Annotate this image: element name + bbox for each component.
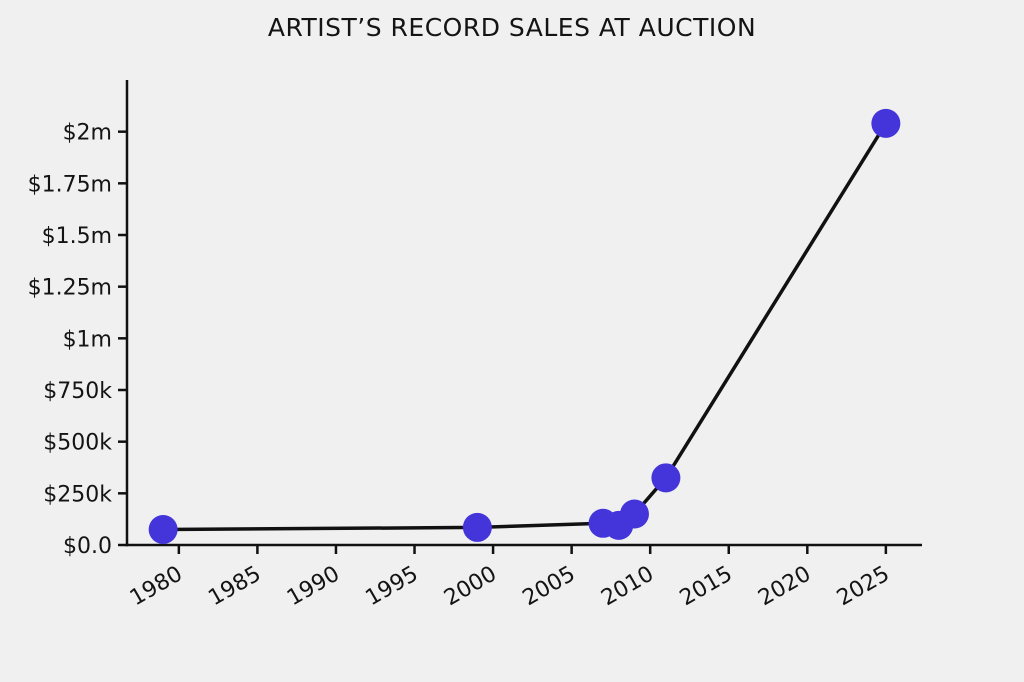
data-line bbox=[163, 122, 888, 532]
x-axis-tick-label: 2010 bbox=[597, 562, 658, 612]
y-axis-tick-label: $1.5m bbox=[42, 224, 112, 249]
data-point-marker bbox=[651, 463, 681, 493]
data-point-marker bbox=[871, 108, 901, 138]
data-point-marker bbox=[619, 499, 649, 529]
y-axis-tick-label: $750k bbox=[43, 379, 112, 404]
y-axis-tick-label: $1.25m bbox=[28, 276, 112, 301]
y-axis-tick-label: $250k bbox=[43, 482, 112, 507]
x-axis-tick-label: 2025 bbox=[833, 562, 894, 612]
x-axis-tick-label: 2000 bbox=[440, 562, 501, 612]
x-axis-tick-label: 1980 bbox=[126, 562, 187, 612]
y-axis-tick-label: $500k bbox=[43, 431, 112, 456]
data-point-marker bbox=[462, 512, 492, 542]
x-axis-tick-label: 2015 bbox=[676, 562, 737, 612]
y-axis-tick-label: $2m bbox=[63, 121, 112, 146]
x-axis-tick-label: 2020 bbox=[754, 562, 815, 612]
y-axis-tick-label: $1m bbox=[63, 327, 112, 352]
chart-title: ARTIST’S RECORD SALES AT AUCTION bbox=[267, 13, 757, 42]
y-axis-tick-label: $0.0 bbox=[63, 534, 112, 559]
x-axis-tick-label: 1995 bbox=[362, 562, 423, 612]
data-point-marker bbox=[148, 515, 178, 544]
y-axis-tick-label: $1.75m bbox=[28, 172, 112, 197]
x-axis-tick-label: 1985 bbox=[204, 562, 265, 612]
x-axis-tick-label: 1990 bbox=[283, 562, 344, 612]
x-axis-tick-label: 2005 bbox=[519, 562, 580, 612]
